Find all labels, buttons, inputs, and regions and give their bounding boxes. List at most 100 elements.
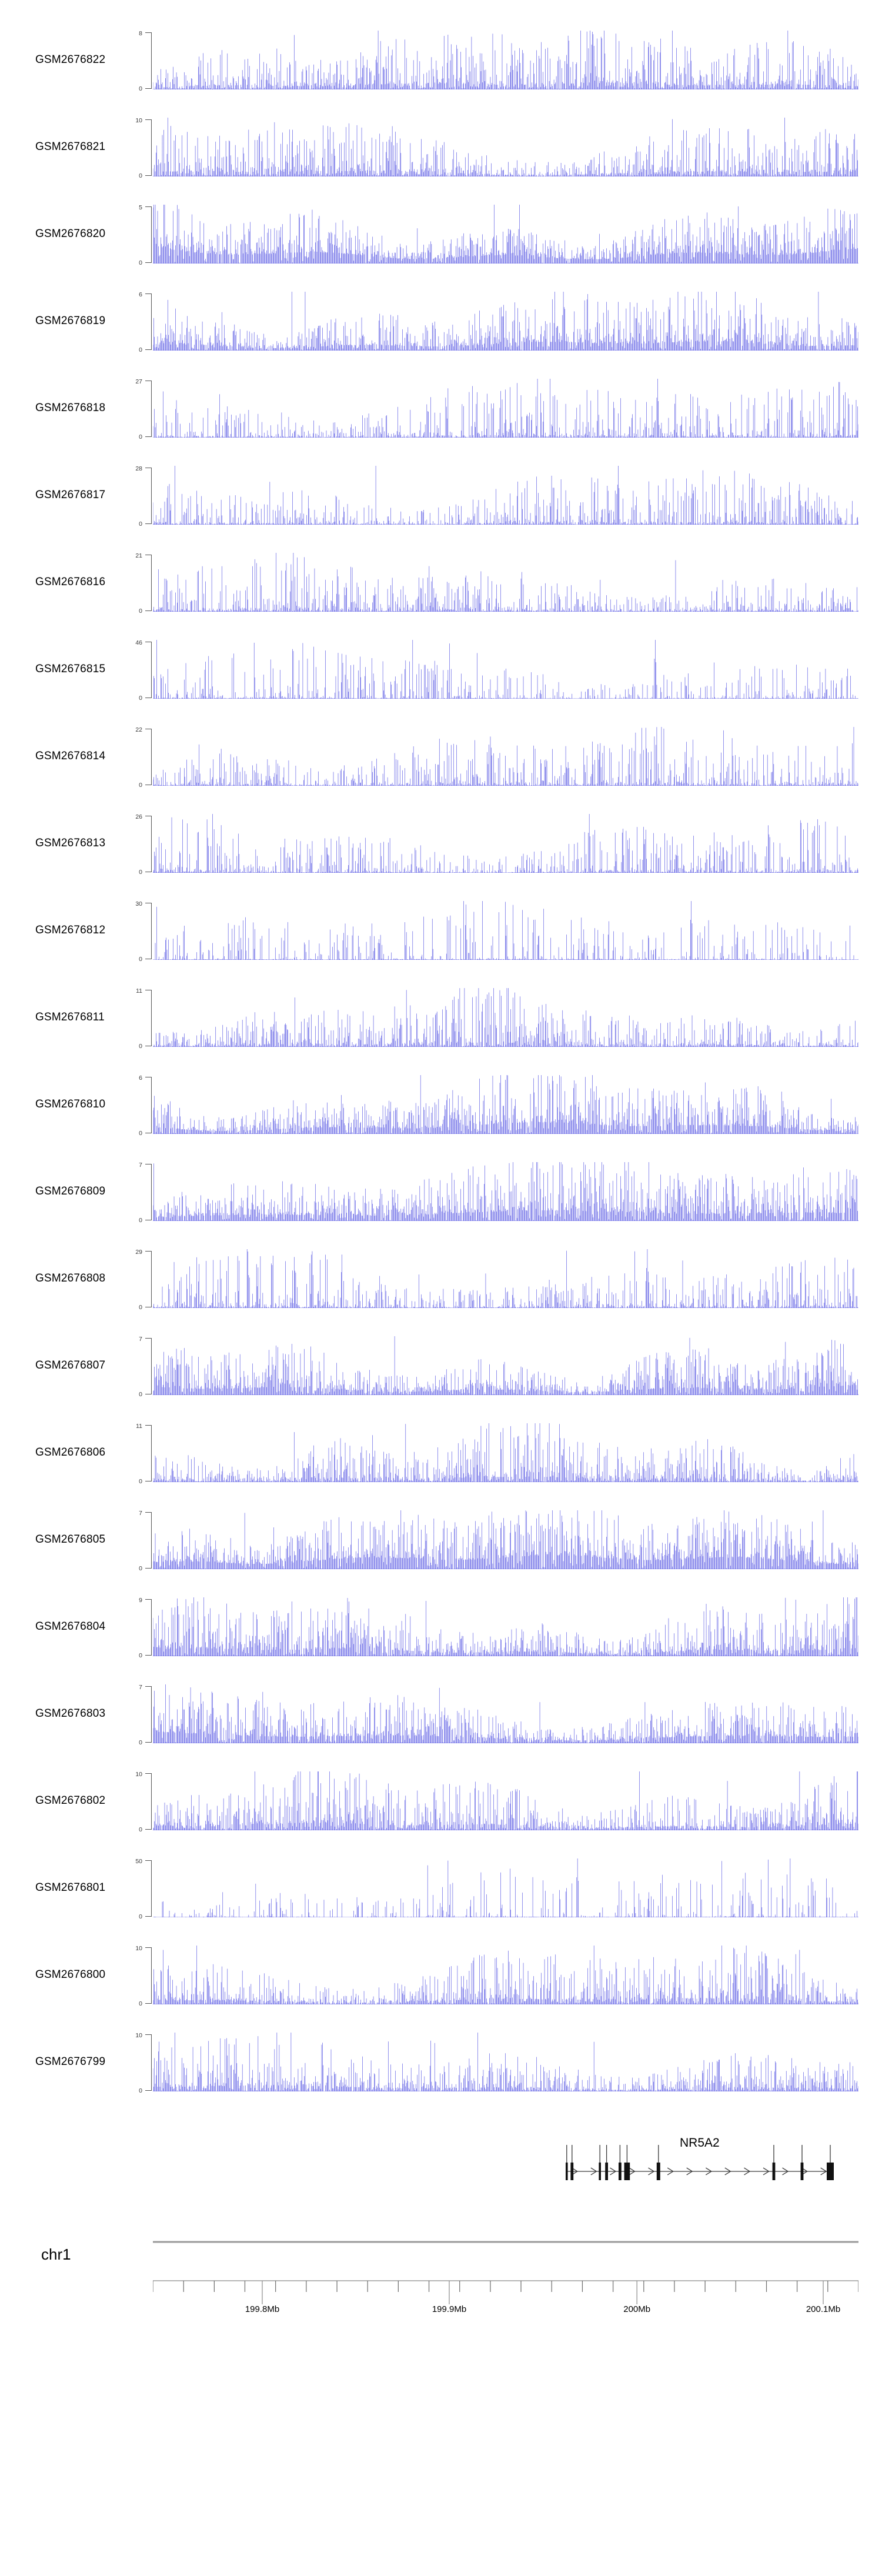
coverage-track[interactable]: GSM2676803 7 0 <box>0 1670 882 1757</box>
y-axis-min-label: 0 <box>139 85 142 92</box>
coverage-track[interactable]: GSM2676822 8 0 <box>0 16 882 104</box>
y-axis-tick-bottom <box>145 349 152 350</box>
coverage-plot-area[interactable] <box>153 814 858 873</box>
coverage-track[interactable]: GSM2676812 30 0 <box>0 887 882 974</box>
coverage-track[interactable]: GSM2676807 7 0 <box>0 1322 882 1409</box>
coverage-track[interactable]: GSM2676820 5 0 <box>0 191 882 278</box>
coverage-track[interactable]: GSM2676799 10 0 <box>0 2018 882 2105</box>
y-axis-max-label: 50 <box>135 1858 142 1865</box>
coverage-plot-area[interactable] <box>153 901 858 960</box>
coverage-track[interactable]: GSM2676814 22 0 <box>0 713 882 800</box>
coverage-plot-area[interactable] <box>153 2033 858 2091</box>
coverage-plot-area[interactable] <box>153 727 858 786</box>
y-axis-min-label: 0 <box>139 1129 142 1137</box>
y-axis-min-label: 0 <box>139 2087 142 2094</box>
coverage-plot-area[interactable] <box>153 118 858 176</box>
y-axis-tick-top <box>145 1773 152 1774</box>
coverage-plot-area[interactable] <box>153 31 858 89</box>
y-axis-tick-bottom <box>145 262 152 263</box>
coverage-plot-area[interactable] <box>153 1946 858 2004</box>
track-label-gsm2676809: GSM2676809 <box>35 1185 106 1197</box>
y-axis-line <box>151 2034 152 2091</box>
coverage-plot-area[interactable] <box>153 466 858 525</box>
y-axis-line <box>151 468 152 524</box>
track-label-gsm2676818: GSM2676818 <box>35 402 106 414</box>
coverage-plot-area[interactable] <box>153 1075 858 1134</box>
y-axis-max-label: 10 <box>135 1771 142 1778</box>
y-axis-tick-top <box>145 1338 152 1339</box>
y-axis-max-label: 7 <box>139 1336 142 1343</box>
track-label-gsm2676807: GSM2676807 <box>35 1359 106 1372</box>
coverage-track[interactable]: GSM2676805 7 0 <box>0 1496 882 1583</box>
y-axis-max-label: 28 <box>135 465 142 472</box>
coverage-track[interactable]: GSM2676819 6 0 <box>0 278 882 365</box>
coverage-plot-area[interactable] <box>153 1858 858 1917</box>
coverage-plot-area[interactable] <box>153 640 858 699</box>
y-axis-line <box>151 293 152 350</box>
coverage-track[interactable]: GSM2676818 27 0 <box>0 365 882 452</box>
y-axis-max-label: 26 <box>135 813 142 820</box>
track-label-gsm2676815: GSM2676815 <box>35 663 106 675</box>
coverage-track[interactable]: GSM2676800 10 0 <box>0 1931 882 2018</box>
coverage-track[interactable]: GSM2676806 11 0 <box>0 1409 882 1496</box>
y-axis-min-label: 0 <box>139 346 142 353</box>
gene-model-area[interactable] <box>153 2105 858 2205</box>
coverage-plot-area[interactable] <box>153 1771 858 1830</box>
coverage-plot-area[interactable] <box>153 1249 858 1308</box>
coverage-plot-area[interactable] <box>153 379 858 438</box>
y-axis-tick-bottom <box>145 436 152 437</box>
y-axis-max-label: 10 <box>135 2032 142 2039</box>
coverage-track[interactable]: GSM2676811 11 0 <box>0 974 882 1061</box>
y-axis-max-label: 7 <box>139 1684 142 1691</box>
y-axis-max-label: 7 <box>139 1162 142 1169</box>
coverage-track[interactable]: GSM2676809 7 0 <box>0 1148 882 1235</box>
track-label-gsm2676813: GSM2676813 <box>35 837 106 849</box>
y-axis-max-label: 21 <box>135 552 142 559</box>
y-axis-line <box>151 729 152 785</box>
y-axis-tick-top <box>145 1686 152 1687</box>
coverage-plot-area[interactable] <box>153 988 858 1047</box>
coverage-track[interactable]: GSM2676817 28 0 <box>0 452 882 539</box>
y-axis: 29 0 <box>128 1249 153 1311</box>
coverage-plot-area[interactable] <box>153 1423 858 1482</box>
coverage-track[interactable]: GSM2676802 10 0 <box>0 1757 882 1844</box>
coverage-track[interactable]: GSM2676810 6 0 <box>0 1061 882 1148</box>
coverage-plot-area[interactable] <box>153 292 858 351</box>
y-axis-min-label: 0 <box>139 259 142 266</box>
y-axis-tick-bottom <box>145 1568 152 1569</box>
y-axis-max-label: 46 <box>135 639 142 646</box>
gene-name-label: NR5A2 <box>680 2136 720 2150</box>
coverage-plot-area[interactable] <box>153 553 858 612</box>
chromosome-axis-track[interactable]: chr1 199.8Mb 199.9Mb 200Mb 200.1Mb <box>0 2205 882 2317</box>
y-axis: 22 0 <box>128 727 153 788</box>
y-axis-tick-bottom <box>145 88 152 89</box>
y-axis: 30 0 <box>128 901 153 962</box>
coverage-track[interactable]: GSM2676821 10 0 <box>0 104 882 191</box>
y-axis-tick-top <box>145 1599 152 1600</box>
y-axis: 46 0 <box>128 639 153 701</box>
coverage-plot-area[interactable] <box>153 1510 858 1569</box>
coverage-track[interactable]: GSM2676801 50 0 <box>0 1844 882 1931</box>
y-axis: 28 0 <box>128 465 153 527</box>
coverage-plot-area[interactable] <box>153 1684 858 1743</box>
coverage-plot-area[interactable] <box>153 1336 858 1395</box>
y-axis-max-label: 6 <box>139 1075 142 1082</box>
coverage-track[interactable]: GSM2676804 9 0 <box>0 1583 882 1670</box>
coverage-plot-area[interactable] <box>153 1597 858 1656</box>
y-axis-line <box>151 1860 152 1917</box>
coverage-track[interactable]: GSM2676808 29 0 <box>0 1235 882 1322</box>
chromosome-ruler[interactable]: 199.8Mb 199.9Mb 200Mb 200.1Mb <box>153 2205 858 2317</box>
y-axis: 10 0 <box>128 2032 153 2094</box>
y-axis-tick-top <box>145 1425 152 1426</box>
coverage-plot-area[interactable] <box>153 1162 858 1221</box>
coverage-plot-area[interactable] <box>153 205 858 263</box>
track-label-gsm2676806: GSM2676806 <box>35 1446 106 1459</box>
coverage-track[interactable]: GSM2676813 26 0 <box>0 800 882 887</box>
y-axis: 10 0 <box>128 1771 153 1833</box>
y-axis-max-label: 11 <box>136 1423 142 1430</box>
coverage-track[interactable]: GSM2676815 46 0 <box>0 626 882 713</box>
y-axis-min-label: 0 <box>139 1303 142 1311</box>
gene-annotation-track[interactable]: NR5A2 <box>0 2105 882 2205</box>
coverage-track[interactable]: GSM2676816 21 0 <box>0 539 882 626</box>
